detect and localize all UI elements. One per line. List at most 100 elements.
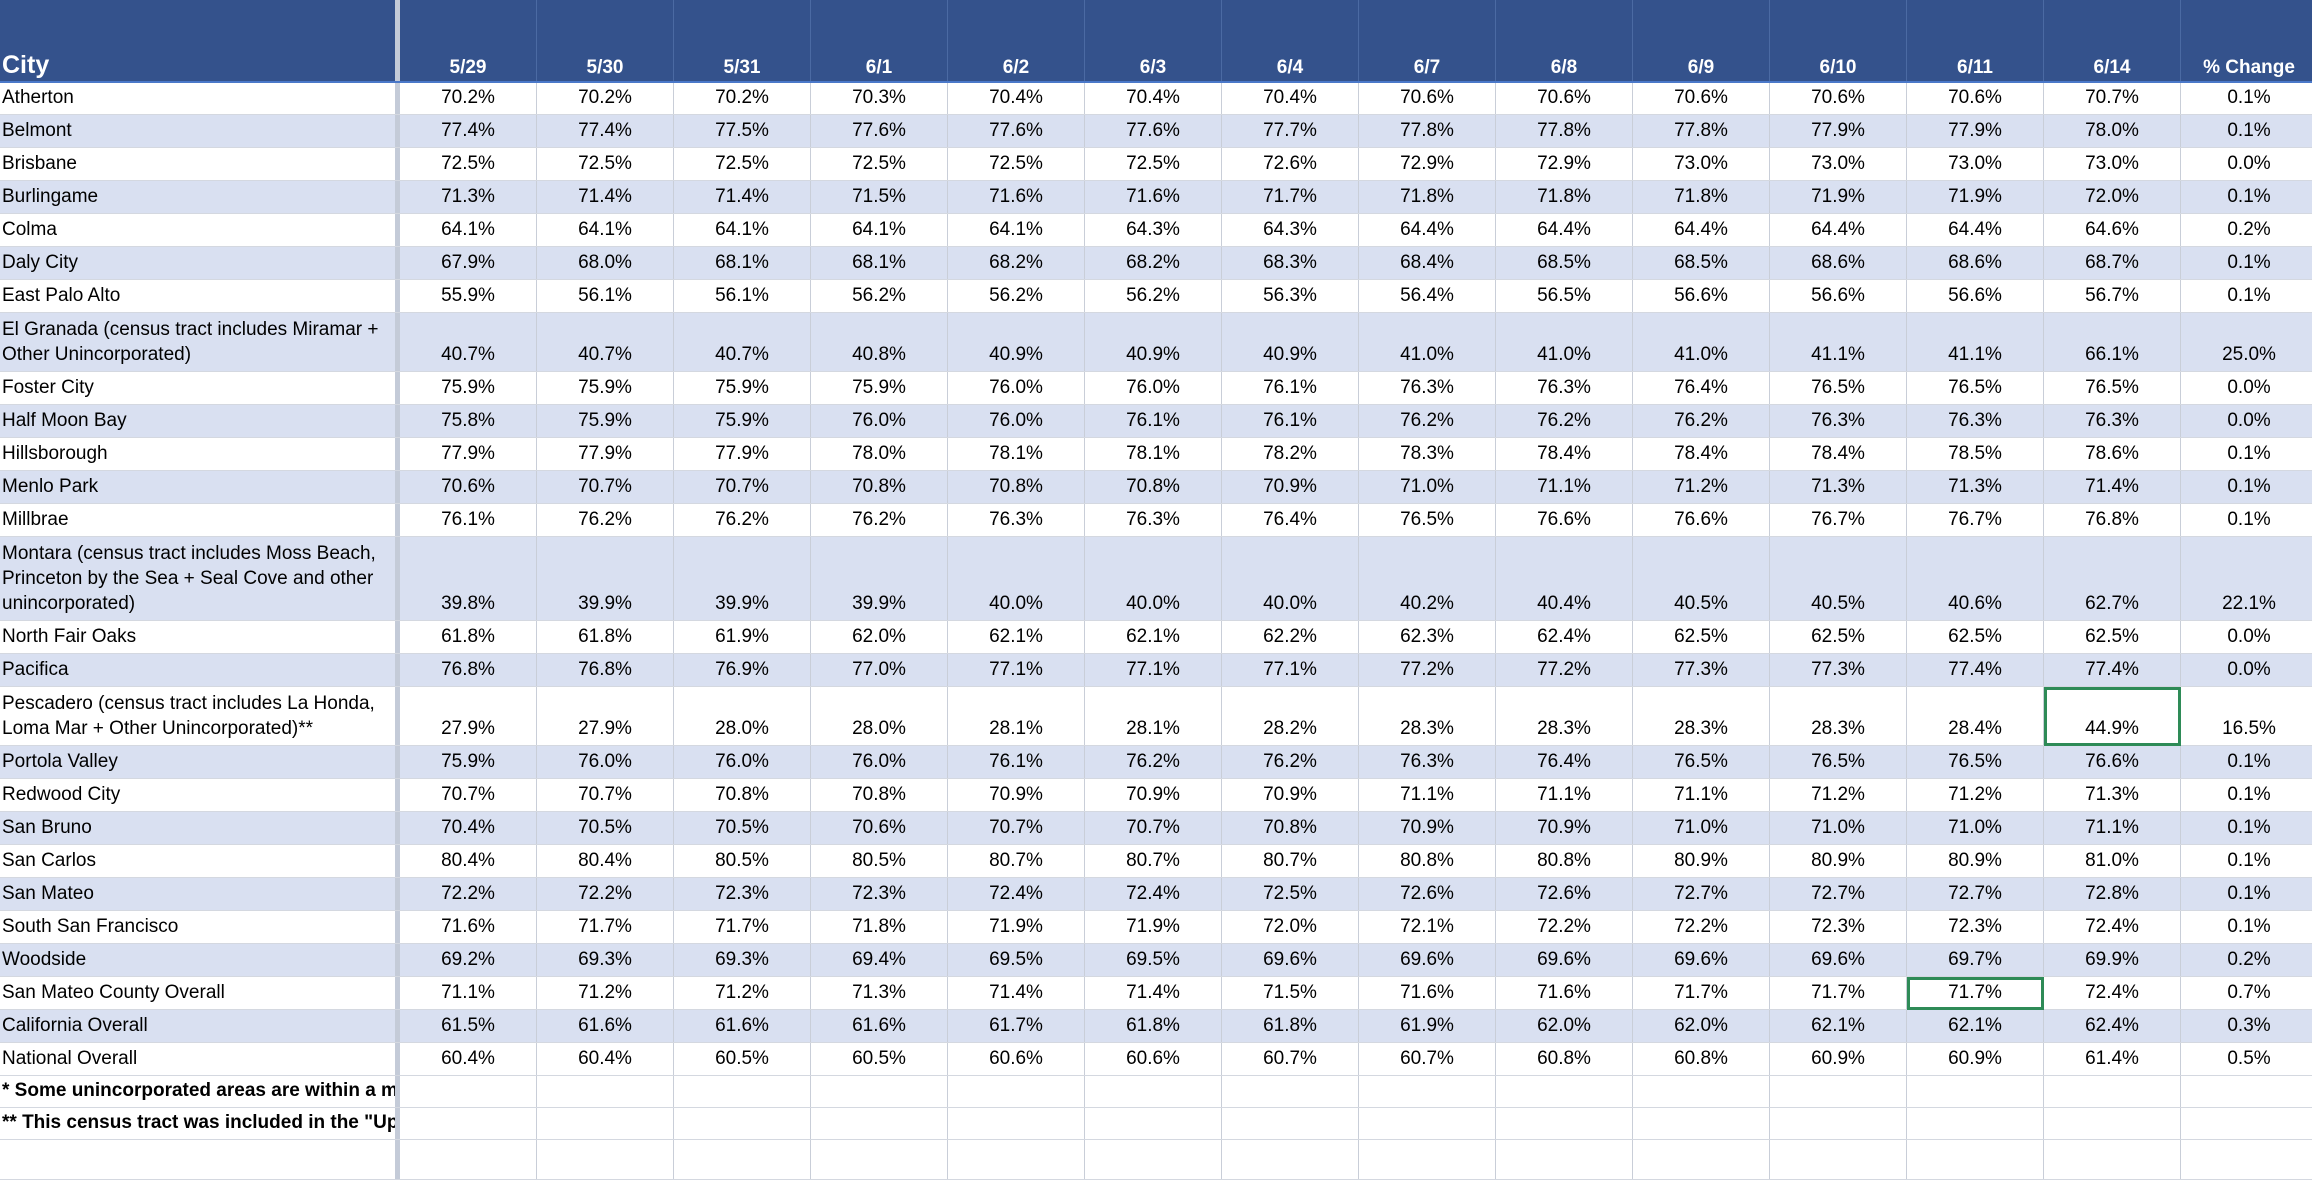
value-cell[interactable]: 56.2% [1085, 280, 1222, 312]
empty-cell[interactable] [1359, 1076, 1496, 1107]
value-cell[interactable]: 78.2% [1222, 438, 1359, 470]
value-cell[interactable]: 72.5% [400, 148, 537, 180]
value-cell[interactable]: 70.6% [1770, 83, 1907, 114]
value-cell[interactable]: 76.5% [1359, 504, 1496, 536]
value-cell[interactable]: 71.7% [1907, 977, 2044, 1009]
value-cell[interactable]: 71.1% [1359, 779, 1496, 811]
column-header-6-10[interactable]: 6/10 [1770, 0, 1907, 81]
empty-cell[interactable] [2044, 1108, 2181, 1139]
value-cell[interactable]: 76.1% [948, 746, 1085, 778]
value-cell[interactable]: 78.4% [1496, 438, 1633, 470]
value-cell[interactable]: 72.3% [1770, 911, 1907, 943]
value-cell[interactable]: 61.6% [537, 1010, 674, 1042]
value-cell[interactable]: 76.2% [1496, 405, 1633, 437]
value-cell[interactable]: 0.1% [2181, 438, 2312, 470]
value-cell[interactable]: 72.7% [1907, 878, 2044, 910]
value-cell[interactable]: 64.4% [1496, 214, 1633, 246]
value-cell[interactable]: 70.6% [1907, 83, 2044, 114]
value-cell[interactable]: 70.2% [674, 83, 811, 114]
value-cell[interactable]: 44.9% [2044, 687, 2181, 745]
value-cell[interactable]: 78.4% [1770, 438, 1907, 470]
value-cell[interactable]: 76.8% [400, 654, 537, 686]
value-cell[interactable]: 61.4% [2044, 1043, 2181, 1075]
value-cell[interactable]: 69.2% [400, 944, 537, 976]
empty-cell[interactable] [1359, 1140, 1496, 1179]
value-cell[interactable]: 72.3% [674, 878, 811, 910]
value-cell[interactable]: 69.6% [1222, 944, 1359, 976]
value-cell[interactable]: 40.9% [1222, 313, 1359, 371]
value-cell[interactable]: 61.8% [1222, 1010, 1359, 1042]
value-cell[interactable]: 76.2% [1222, 746, 1359, 778]
value-cell[interactable]: 27.9% [537, 687, 674, 745]
value-cell[interactable]: 40.0% [948, 537, 1085, 620]
empty-cell[interactable] [1222, 1140, 1359, 1179]
value-cell[interactable]: 71.4% [2044, 471, 2181, 503]
value-cell[interactable]: 28.1% [948, 687, 1085, 745]
empty-cell[interactable] [2044, 1140, 2181, 1179]
value-cell[interactable]: 60.7% [1359, 1043, 1496, 1075]
city-name-cell[interactable]: Pacifica [0, 654, 400, 686]
value-cell[interactable]: 72.5% [948, 148, 1085, 180]
empty-cell[interactable] [537, 1140, 674, 1179]
value-cell[interactable]: 68.7% [2044, 247, 2181, 279]
value-cell[interactable]: 69.6% [1359, 944, 1496, 976]
value-cell[interactable]: 72.5% [1085, 148, 1222, 180]
value-cell[interactable]: 40.0% [1085, 537, 1222, 620]
value-cell[interactable]: 77.8% [1633, 115, 1770, 147]
value-cell[interactable]: 28.1% [1085, 687, 1222, 745]
city-name-cell[interactable]: El Granada (census tract includes Mirama… [0, 313, 400, 371]
value-cell[interactable]: 62.0% [811, 621, 948, 653]
value-cell[interactable]: 71.9% [1907, 181, 2044, 213]
empty-cell[interactable] [1496, 1140, 1633, 1179]
value-cell[interactable]: 0.1% [2181, 83, 2312, 114]
empty-cell[interactable] [0, 1140, 400, 1179]
city-name-cell[interactable]: Foster City [0, 372, 400, 404]
value-cell[interactable]: 72.7% [1770, 878, 1907, 910]
value-cell[interactable]: 22.1% [2181, 537, 2312, 620]
value-cell[interactable]: 64.3% [1085, 214, 1222, 246]
value-cell[interactable]: 71.0% [1770, 812, 1907, 844]
value-cell[interactable]: 56.5% [1496, 280, 1633, 312]
value-cell[interactable]: 72.4% [2044, 977, 2181, 1009]
value-cell[interactable]: 70.6% [1633, 83, 1770, 114]
value-cell[interactable]: 71.3% [1907, 471, 2044, 503]
empty-cell[interactable] [2181, 1140, 2312, 1179]
value-cell[interactable]: 77.5% [674, 115, 811, 147]
value-cell[interactable]: 62.7% [2044, 537, 2181, 620]
value-cell[interactable]: 70.2% [537, 83, 674, 114]
value-cell[interactable]: 72.9% [1496, 148, 1633, 180]
value-cell[interactable]: 72.3% [811, 878, 948, 910]
value-cell[interactable]: 61.6% [811, 1010, 948, 1042]
value-cell[interactable]: 60.4% [400, 1043, 537, 1075]
column-header-6-7[interactable]: 6/7 [1359, 0, 1496, 81]
value-cell[interactable]: 68.2% [1085, 247, 1222, 279]
value-cell[interactable]: 56.1% [537, 280, 674, 312]
value-cell[interactable]: 76.0% [948, 405, 1085, 437]
value-cell[interactable]: 76.5% [1907, 746, 2044, 778]
city-name-cell[interactable]: North Fair Oaks [0, 621, 400, 653]
value-cell[interactable]: 77.7% [1222, 115, 1359, 147]
value-cell[interactable]: 71.7% [674, 911, 811, 943]
value-cell[interactable]: 76.5% [2044, 372, 2181, 404]
value-cell[interactable]: 27.9% [400, 687, 537, 745]
empty-cell[interactable] [1222, 1108, 1359, 1139]
value-cell[interactable]: 80.9% [1633, 845, 1770, 877]
value-cell[interactable]: 69.5% [948, 944, 1085, 976]
value-cell[interactable]: 72.2% [1633, 911, 1770, 943]
city-name-cell[interactable]: San Carlos [0, 845, 400, 877]
empty-cell[interactable] [674, 1108, 811, 1139]
value-cell[interactable]: 60.5% [674, 1043, 811, 1075]
value-cell[interactable]: 25.0% [2181, 313, 2312, 371]
value-cell[interactable]: 56.6% [1907, 280, 2044, 312]
value-cell[interactable]: 71.2% [674, 977, 811, 1009]
value-cell[interactable]: 68.5% [1633, 247, 1770, 279]
value-cell[interactable]: 77.6% [1085, 115, 1222, 147]
value-cell[interactable]: 0.1% [2181, 471, 2312, 503]
value-cell[interactable]: 78.3% [1359, 438, 1496, 470]
value-cell[interactable]: 76.0% [537, 746, 674, 778]
empty-cell[interactable] [1770, 1108, 1907, 1139]
value-cell[interactable]: 62.1% [1085, 621, 1222, 653]
value-cell[interactable]: 60.7% [1222, 1043, 1359, 1075]
empty-cell[interactable] [1359, 1108, 1496, 1139]
value-cell[interactable]: 71.1% [400, 977, 537, 1009]
